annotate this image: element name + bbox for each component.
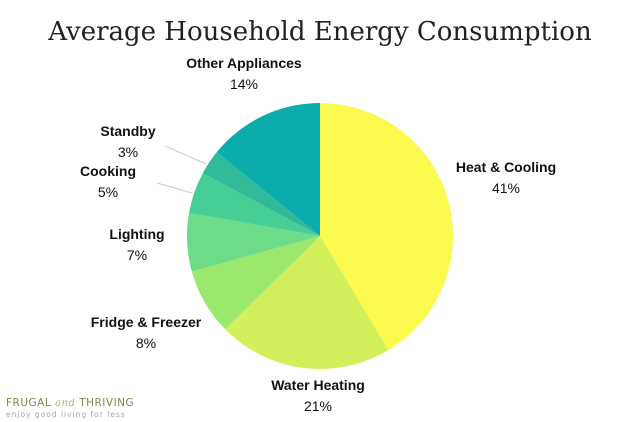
value-fridge-and-freezer: 8% [136, 335, 156, 351]
label-water-heating: Water Heating [271, 377, 365, 393]
slice-water-heating [225, 236, 389, 370]
value-cooking: 5% [98, 184, 118, 200]
value-lighting: 7% [127, 247, 147, 263]
label-lighting: Lighting [109, 226, 164, 242]
label-fridge-and-freezer: Fridge & Freezer [91, 314, 202, 330]
label-other-appliances: Other Appliances [186, 55, 302, 71]
slice-lighting [186, 212, 320, 272]
label-cooking: Cooking [80, 163, 136, 179]
slice-fridge-and-freezer [191, 236, 320, 330]
value-heat-and-cooling: 41% [492, 180, 520, 196]
slice-other-appliances [216, 103, 320, 236]
slice-cooking [189, 173, 320, 236]
leader-lines [156, 145, 207, 194]
leader-cooking [156, 182, 193, 194]
leader-standby [164, 145, 207, 165]
value-water-heating: 21% [304, 398, 332, 414]
slice-heat-and-cooling [320, 103, 453, 351]
value-standby: 3% [118, 144, 138, 160]
label-standby: Standby [100, 123, 155, 139]
value-other-appliances: 14% [230, 76, 258, 92]
label-heat-and-cooling: Heat & Cooling [456, 159, 556, 175]
slice-labels: Heat & Cooling 41% Water Heating 21% Fridge … [80, 55, 556, 414]
chart-title: Average Household Energy Consumption [47, 17, 592, 47]
brand-tagline: enjoy good living for less [6, 410, 126, 419]
brand-logo: FRUGAL and THRIVING enjoy good living fo… [6, 397, 134, 419]
slice-standby [202, 152, 320, 236]
brand-name: FRUGAL and THRIVING [6, 397, 135, 409]
pie-slices [186, 103, 453, 370]
